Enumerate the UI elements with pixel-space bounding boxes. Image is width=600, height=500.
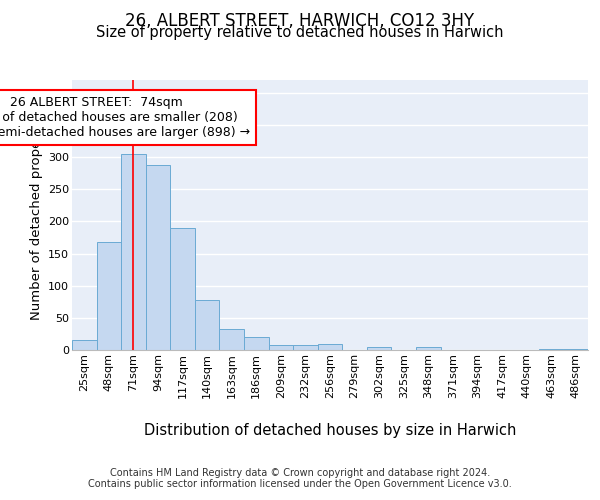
Bar (244, 337, 269, 350)
Bar (269, 345, 293, 350)
Text: Contains HM Land Registry data © Crown copyright and database right 2024.: Contains HM Land Registry data © Crown c… (110, 468, 490, 477)
Text: 26 ALBERT STREET:  74sqm
← 19% of detached houses are smaller (208)
80% of semi-: 26 ALBERT STREET: 74sqm ← 19% of detache… (0, 96, 250, 139)
Y-axis label: Number of detached properties: Number of detached properties (29, 110, 43, 320)
Text: Contains public sector information licensed under the Open Government Licence v3: Contains public sector information licen… (88, 479, 512, 489)
Bar (121, 154, 146, 350)
Bar (146, 165, 170, 350)
Bar (72, 340, 97, 350)
Text: Distribution of detached houses by size in Harwich: Distribution of detached houses by size … (144, 422, 516, 438)
Bar (195, 300, 220, 350)
Bar (170, 228, 195, 350)
Bar (293, 345, 318, 350)
Bar (220, 330, 244, 350)
Text: 26, ALBERT STREET, HARWICH, CO12 3HY: 26, ALBERT STREET, HARWICH, CO12 3HY (125, 12, 475, 30)
Bar (539, 348, 563, 350)
Text: Size of property relative to detached houses in Harwich: Size of property relative to detached ho… (96, 25, 504, 40)
Bar (367, 347, 391, 350)
Bar (97, 242, 121, 350)
Bar (318, 344, 342, 350)
Bar (416, 348, 440, 350)
Bar (563, 348, 588, 350)
